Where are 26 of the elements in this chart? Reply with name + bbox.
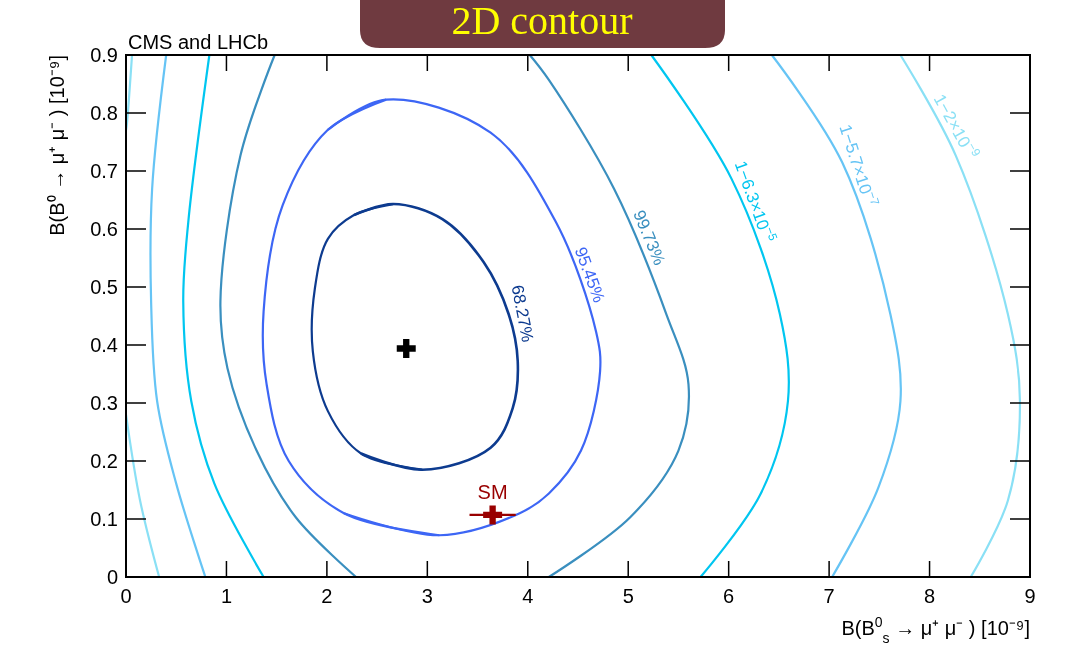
y-tick-label: 0.1 xyxy=(90,508,118,530)
chart-title: 2D contour xyxy=(451,0,633,43)
x-tick-label: 2 xyxy=(321,585,333,607)
y-tick-label: 0.2 xyxy=(90,450,118,472)
y-tick-label: 0.9 xyxy=(90,44,118,66)
text: CMS and LHCb xyxy=(128,31,269,53)
text: 68.27% xyxy=(507,283,538,344)
y-tick-label: 0.8 xyxy=(90,102,118,124)
x-tick-label: 9 xyxy=(1024,585,1036,607)
series-label: SM xyxy=(477,480,508,503)
y-tick-label: 0.6 xyxy=(90,218,118,240)
y-axis-title: B(B⁰ → μ⁺ μ⁻ ) [10⁻⁹] xyxy=(46,55,68,236)
y-tick-label: 0.7 xyxy=(90,160,118,182)
x-tick-label: 4 xyxy=(522,585,534,607)
x-tick-label: 8 xyxy=(923,585,936,607)
x-axis-title: B(B$^{0}$$_{s}$ → μ⁺ μ⁻ ) [10⁻⁹] xyxy=(841,614,1030,646)
x-tick-label: 6 xyxy=(723,585,735,607)
y-tick-label: 0.4 xyxy=(90,334,118,356)
x-tick-label: 0 xyxy=(120,585,132,607)
x-tick-label: 3 xyxy=(421,585,433,607)
x-tick-label: 7 xyxy=(823,585,835,607)
y-tick-label: 0 xyxy=(106,566,118,588)
y-tick-label: 0.3 xyxy=(90,392,118,414)
x-tick-label: 5 xyxy=(622,585,634,607)
y-tick-label: 0.5 xyxy=(90,276,118,298)
x-tick-label: 1 xyxy=(220,585,233,607)
